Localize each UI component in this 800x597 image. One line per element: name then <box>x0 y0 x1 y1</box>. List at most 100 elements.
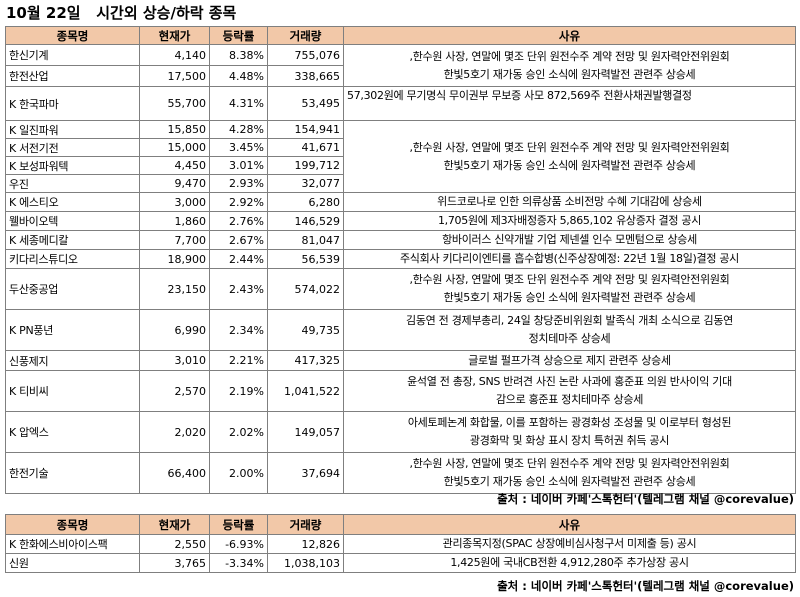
reason-line: 항바이러스 신약개발 기업 제넨셀 인수 모멘텀으로 상승세 <box>442 233 697 246</box>
stock-change: 2.34% <box>209 309 268 351</box>
stock-change: 8.38% <box>209 44 268 66</box>
stock-reason: 관리종목지정(SPAC 상장예비심사청구서 미제출 등) 공시 <box>343 534 796 554</box>
table-row: K 한화에스비아이스팩 2,550 -6.93% 12,826 관리종목지정(S… <box>5 534 796 554</box>
table-row: 한전산업 17,500 4.48% 338,665 <box>5 65 796 87</box>
table-row: K 보성파워텍 4,450 3.01% 199,712 <box>5 156 796 175</box>
stock-name: 한신기계 <box>5 44 140 66</box>
stock-change: 2.93% <box>209 174 268 193</box>
reason-line: 한빛5호기 재가동 승인 소식에 원자력발전 관련주 상승세 <box>443 291 696 304</box>
table-row: 키다리스튜디오 18,900 2.44% 56,539 주식회사 키다리이엔티를… <box>5 249 796 269</box>
stock-name: K 티비씨 <box>5 370 140 412</box>
stock-volume: 32,077 <box>267 174 344 193</box>
stock-volume: 53,495 <box>267 86 344 121</box>
stock-price: 17,500 <box>139 65 210 87</box>
stock-change: 2.67% <box>209 230 268 250</box>
stock-volume: 574,022 <box>267 268 344 310</box>
stock-name: 한전산업 <box>5 65 140 87</box>
stock-reason: 주식회사 키다리이엔티를 흡수합병(신주상장예정: 22년 1월 18일)결정 … <box>343 249 796 269</box>
stock-price: 3,010 <box>139 350 210 371</box>
stock-reason: 1,425원에 국내CB전환 4,912,280주 추가상장 공시 <box>343 553 796 573</box>
stock-change: 2.92% <box>209 192 268 212</box>
stock-price: 2,550 <box>139 534 210 554</box>
reason-line: ,한수원 사장, 연말에 몇조 단위 원전수주 계약 전망 및 원자력안전위원회 <box>409 140 730 154</box>
stock-price: 2,570 <box>139 370 210 412</box>
stock-reason: 글로벌 펄프가격 상승으로 제지 관련주 상승세 <box>343 350 796 371</box>
stock-name: K 일진파워 <box>5 120 140 139</box>
stock-volume: 755,076 <box>267 44 344 66</box>
stock-reason: ,한수원 사장, 연말에 몇조 단위 원전수주 계약 전망 및 원자력안전위원회… <box>343 120 796 193</box>
header-reason: 사유 <box>343 26 796 45</box>
header-name: 종목명 <box>5 26 140 45</box>
stock-price: 6,990 <box>139 309 210 351</box>
stock-volume: 37,694 <box>267 452 344 494</box>
table-row: 두산중공업 23,150 2.43% 574,022 ,한수원 사장, 연말에 … <box>5 268 796 310</box>
stock-volume: 338,665 <box>267 65 344 87</box>
reason-line: 광경화막 및 화상 표시 장치 특허권 취득 공시 <box>469 434 670 447</box>
reason-line: 1,705원에 제3자배정증자 5,865,102 유상증자 결정 공시 <box>437 214 702 227</box>
table-row: 우진 9,470 2.93% 32,077 <box>5 174 796 193</box>
rising-stocks-table: 종목명 현재가 등락률 거래량 사유 한신기계 4,140 8.38% 755,… <box>5 26 796 494</box>
reason-line: ,한수원 사장, 연말에 몇조 단위 원전수주 계약 전망 및 원자력안전위원회 <box>409 457 730 470</box>
stock-volume: 1,038,103 <box>267 553 344 573</box>
stock-change: 3.01% <box>209 156 268 175</box>
stock-name: K 보성파워텍 <box>5 156 140 175</box>
stock-price: 3,765 <box>139 553 210 573</box>
stock-name: K 서전기전 <box>5 138 140 157</box>
stock-volume: 199,712 <box>267 156 344 175</box>
falling-stocks-table: 종목명 현재가 등락률 거래량 사유 K 한화에스비아이스팩 2,550 -6.… <box>5 514 796 573</box>
stock-volume: 12,826 <box>267 534 344 554</box>
header-name: 종목명 <box>5 514 140 535</box>
stock-name: K 에스티오 <box>5 192 140 212</box>
stock-name: 두산중공업 <box>5 268 140 310</box>
table-row: K 세종메디칼 7,700 2.67% 81,047 항바이러스 신약개발 기업… <box>5 230 796 250</box>
stock-change: -6.93% <box>209 534 268 554</box>
stock-price: 7,700 <box>139 230 210 250</box>
stock-change: 2.43% <box>209 268 268 310</box>
table-row: K PN풍년 6,990 2.34% 49,735 김동연 전 경제부총리, 2… <box>5 309 796 351</box>
reason-line: ,한수원 사장, 연말에 몇조 단위 원전수주 계약 전망 및 원자력안전위원회 <box>409 49 730 63</box>
stock-reason: ,한수원 사장, 연말에 몇조 단위 원전수주 계약 전망 및 원자력안전위원회… <box>343 452 796 494</box>
stock-name: K PN풍년 <box>5 309 140 351</box>
table-row: K 에스티오 3,000 2.92% 6,280 위드코로나로 인한 의류상품 … <box>5 192 796 212</box>
stock-name: 키다리스튜디오 <box>5 249 140 269</box>
table-row: 웰바이오텍 1,860 2.76% 146,529 1,705원에 제3자배정증… <box>5 211 796 231</box>
source-credit: 출처 : 네이버 카페'스톡헌터'(텔레그램 채널 @corevalue) <box>497 579 794 593</box>
table-row: K 한국파마 55,700 4.31% 53,495 57,302원에 무기명식… <box>5 86 796 121</box>
reason-line: 정치테마주 상승세 <box>528 332 611 345</box>
reason-line: 한빛5호기 재가동 승인 소식에 원자력발전 관련주 상승세 <box>443 67 696 81</box>
stock-volume: 146,529 <box>267 211 344 231</box>
page-title: 10월 22일 시간외 상승/하락 종목 <box>6 4 237 22</box>
header-price: 현재가 <box>139 514 210 535</box>
reason-line: 윤석열 전 총장, SNS 반려견 사진 논란 사과에 홍준표 의원 반사이익 … <box>407 375 732 388</box>
table-header-row: 종목명 현재가 등락률 거래량 사유 <box>5 26 796 45</box>
stock-volume: 81,047 <box>267 230 344 250</box>
stock-name: K 한국파마 <box>5 86 140 121</box>
stock-change: 4.48% <box>209 65 268 87</box>
stock-price: 15,850 <box>139 120 210 139</box>
stock-price: 9,470 <box>139 174 210 193</box>
table-row: K 일진파워 15,850 4.28% 154,941 ,한수원 사장, 연말에… <box>5 120 796 193</box>
stock-name: 신풍제지 <box>5 350 140 371</box>
reason-line: 57,302원에 무기명식 무이권부 무보증 사모 872,569주 전환사채권… <box>347 89 692 102</box>
reason-line: 아세토페논계 화합물, 이를 포함하는 광경화성 조성물 및 이로부터 형성된 <box>407 416 732 429</box>
stock-price: 23,150 <box>139 268 210 310</box>
reason-line: 감으로 홍준표 정치테마주 상승세 <box>495 393 644 406</box>
source-credit: 출처 : 네이버 카페'스톡헌터'(텔레그램 채널 @corevalue) <box>497 492 794 506</box>
stock-volume: 49,735 <box>267 309 344 351</box>
stock-reason: ,한수원 사장, 연말에 몇조 단위 원전수주 계약 전망 및 원자력안전위원회… <box>343 44 796 87</box>
reason-line: ,한수원 사장, 연말에 몇조 단위 원전수주 계약 전망 및 원자력안전위원회 <box>409 273 730 286</box>
stock-name: K 한화에스비아이스팩 <box>5 534 140 554</box>
stock-price: 1,860 <box>139 211 210 231</box>
header-reason: 사유 <box>343 514 796 535</box>
stock-reason: 윤석열 전 총장, SNS 반려견 사진 논란 사과에 홍준표 의원 반사이익 … <box>343 370 796 412</box>
stock-name: 웰바이오텍 <box>5 211 140 231</box>
stock-change: 4.31% <box>209 86 268 121</box>
table-row: 한전기술 66,400 2.00% 37,694 ,한수원 사장, 연말에 몇조… <box>5 452 796 494</box>
reason-line: 1,425원에 국내CB전환 4,912,280주 추가상장 공시 <box>450 556 689 569</box>
reason-line: 관리종목지정(SPAC 상장예비심사청구서 미제출 등) 공시 <box>442 537 697 550</box>
reason-line: 김동연 전 경제부총리, 24일 창당준비위원회 발족식 개최 소식으로 김동연 <box>406 314 733 327</box>
stock-name: K 세종메디칼 <box>5 230 140 250</box>
stock-volume: 6,280 <box>267 192 344 212</box>
header-price: 현재가 <box>139 26 210 45</box>
stock-name: 우진 <box>5 174 140 193</box>
